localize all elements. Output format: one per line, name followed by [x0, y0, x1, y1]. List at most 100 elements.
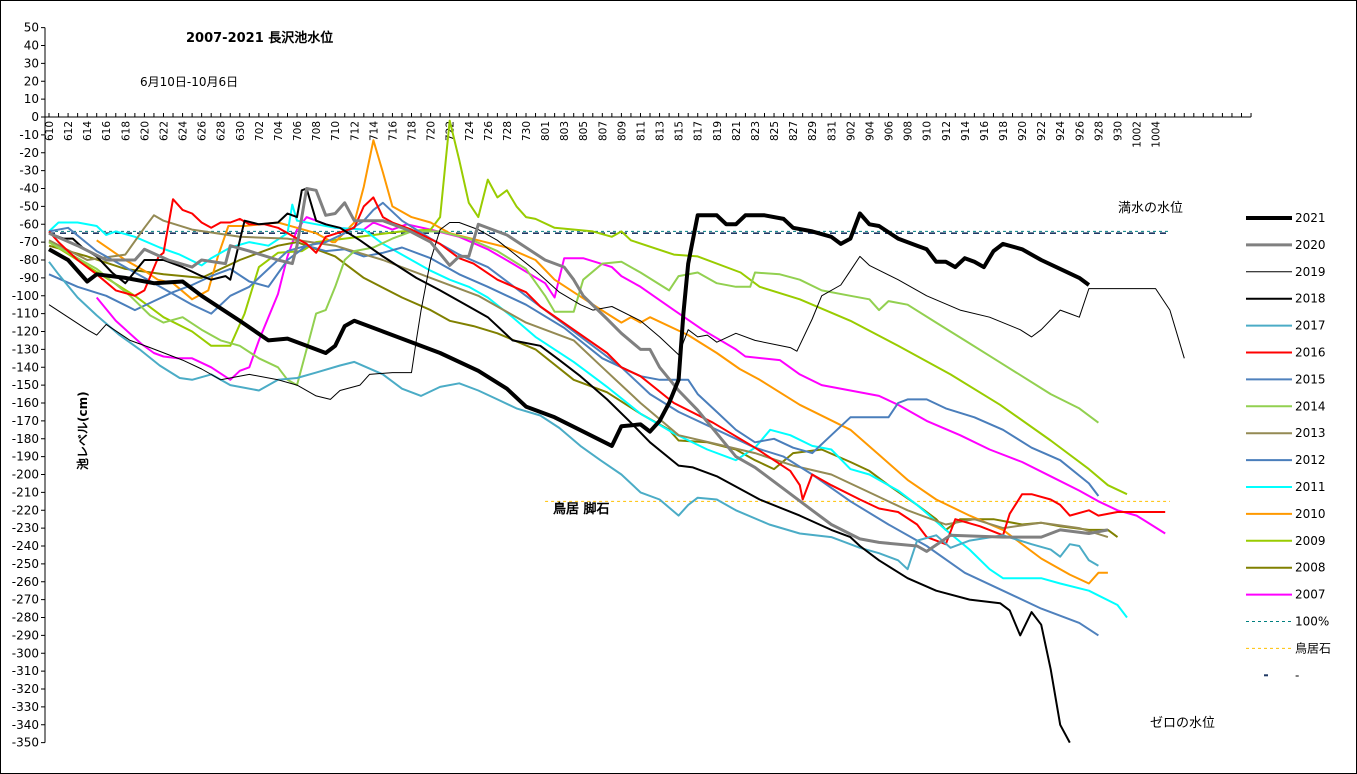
x-tick-label: 612: [63, 121, 75, 141]
x-tick-label: 718: [407, 121, 419, 141]
y-tick-label: -250: [12, 557, 39, 571]
x-tick-label: 908: [903, 121, 915, 141]
legend-item-1: 2020: [1246, 238, 1326, 252]
y-tick-label: -310: [12, 664, 39, 678]
chart-title: 2007-2021 長沢池水位: [186, 30, 333, 46]
series-line-2018: [48, 187, 1071, 744]
x-tick-label: 708: [311, 121, 323, 141]
y-tick-label: -270: [12, 593, 39, 607]
y-tick-label: -130: [12, 342, 39, 356]
y-tick-label: -80: [19, 253, 39, 267]
x-tick-label: 628: [216, 121, 228, 141]
y-tick-label: -220: [12, 503, 39, 517]
x-tick-label: 831: [826, 121, 838, 141]
y-tick-label: -60: [19, 217, 39, 231]
legend-item-15: 100%: [1246, 615, 1329, 629]
series-line-2019: [48, 222, 1185, 400]
y-tick-label: 40: [24, 39, 39, 53]
legend-label: 2008: [1295, 561, 1326, 575]
annotation-torii-stone: 鳥居 脚石: [553, 501, 610, 517]
chart-subtitle: 6月10日-10月6日: [140, 75, 238, 89]
legend-item-9: 2012: [1246, 453, 1326, 467]
x-tick-label: 1002: [1132, 121, 1144, 148]
x-tick-label: 815: [674, 121, 686, 141]
y-axis-label: 池レベル(cm): [75, 391, 90, 470]
legend-item-8: 2013: [1246, 426, 1326, 440]
x-tick-label: 821: [731, 121, 743, 141]
x-tick-label: 825: [769, 121, 781, 141]
y-tick-label: 10: [24, 92, 39, 106]
y-tick-label: -150: [12, 378, 39, 392]
x-tick-label: 720: [426, 121, 438, 141]
legend-label: 2020: [1295, 238, 1326, 252]
legend-label: 2019: [1295, 265, 1326, 279]
y-tick-label: 0: [31, 110, 39, 124]
y-tick-label: 50: [24, 21, 39, 35]
y-tick-label: -230: [12, 521, 39, 535]
y-tick-label: -70: [19, 235, 39, 249]
legend-item-4: 2017: [1246, 319, 1326, 333]
y-tick-label: -140: [12, 360, 39, 374]
y-tick-label: -260: [12, 575, 39, 589]
y-tick-label: -290: [12, 628, 39, 642]
x-tick-label: 630: [235, 121, 247, 141]
legend-label: 2011: [1295, 480, 1326, 494]
x-tick-label: 817: [693, 121, 705, 141]
y-tick-label: -110: [12, 307, 39, 321]
x-tick-label: 704: [273, 121, 285, 141]
x-tick-label: 801: [540, 121, 552, 141]
legend-item-16: 鳥居石: [1246, 640, 1331, 655]
legend-label: -: [1295, 668, 1299, 682]
x-tick-label: 805: [578, 121, 590, 141]
x-tick-label: 809: [616, 121, 628, 141]
x-tick-label: 710: [330, 121, 342, 141]
legend-label: 100%: [1295, 615, 1329, 629]
legend-label: 2009: [1295, 534, 1326, 548]
series-line-2007: [95, 216, 1166, 535]
series-line-2015: [48, 201, 1099, 637]
x-tick-label: 829: [807, 121, 819, 141]
x-tick-label: 819: [712, 121, 724, 141]
legend-item-3: 2018: [1246, 292, 1326, 306]
y-tick-label: -180: [12, 432, 39, 446]
series-line-2016: [48, 196, 1166, 546]
y-tick-label: -320: [12, 682, 39, 696]
y-tick-label: -20: [19, 146, 39, 160]
x-tick-label: 916: [979, 121, 991, 141]
y-tick-label: -30: [19, 164, 39, 178]
y-tick-label: -200: [12, 468, 39, 482]
legend-item-5: 2016: [1246, 346, 1326, 360]
y-tick-label: -90: [19, 271, 39, 285]
x-tick-label: 930: [1112, 121, 1124, 141]
x-tick-label: 922: [1036, 121, 1048, 141]
series-line-2021: [48, 211, 1091, 448]
legend-item-10: 2011: [1246, 480, 1326, 494]
x-tick-label: 807: [597, 121, 609, 141]
y-tick-label: 20: [24, 74, 39, 88]
legend-item-2: 2019: [1246, 265, 1326, 279]
legend-label: 2013: [1295, 426, 1326, 440]
series-line-2014: [48, 230, 1099, 424]
y-tick-label: -40: [19, 182, 39, 196]
x-tick-label: 618: [120, 121, 132, 141]
legend-label: 2017: [1295, 319, 1326, 333]
legend-label: 鳥居石: [1295, 640, 1331, 655]
x-tick-label: 902: [845, 121, 857, 141]
x-tick-label: 926: [1074, 121, 1086, 141]
x-tick-label: 924: [1055, 121, 1067, 141]
legend-item-13: 2008: [1246, 561, 1326, 575]
x-tick-label: 728: [502, 121, 514, 141]
series-line-2020: [48, 187, 1109, 553]
annotation-zero-water: ゼロの水位: [1150, 716, 1215, 731]
x-tick-label: 904: [864, 121, 876, 141]
x-tick-label: 614: [82, 121, 94, 141]
x-tick-label: 827: [788, 121, 800, 141]
legend-item-11: 2010: [1246, 507, 1326, 521]
y-tick-label: -160: [12, 396, 39, 410]
y-tick-label: -300: [12, 646, 39, 660]
x-tick-label: 813: [655, 121, 667, 141]
x-tick-label: 714: [368, 121, 380, 141]
x-tick-label: 622: [158, 121, 170, 141]
